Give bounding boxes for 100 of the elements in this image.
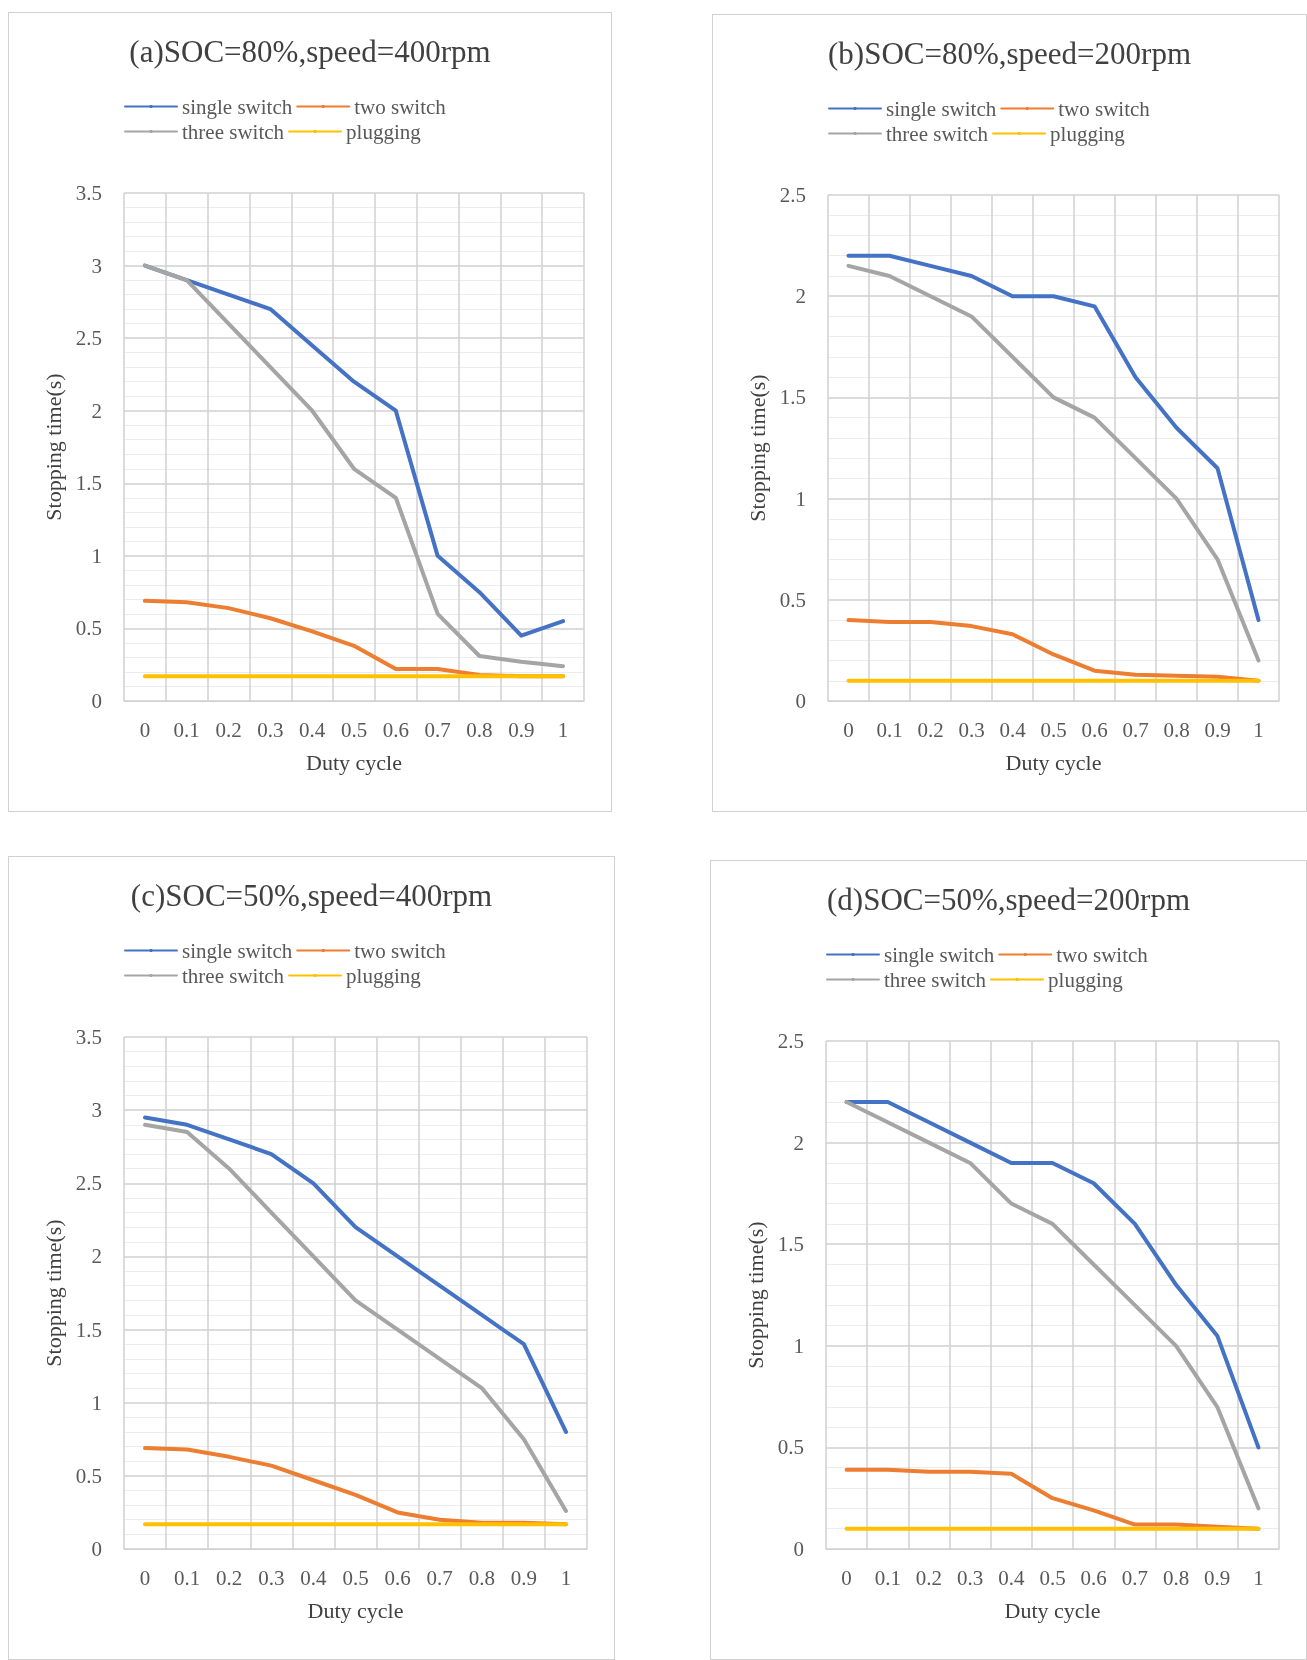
x-tick-label: 1: [560, 1565, 572, 1590]
chart-title: (d)SOC=50%,speed=200rpm: [826, 882, 1191, 917]
y-tick-label: 0.5: [777, 1435, 804, 1460]
x-tick-label: 0: [139, 717, 151, 742]
legend-label: three switch: [182, 119, 285, 144]
legend-label: two switch: [354, 94, 447, 119]
x-tick-label: 1: [1253, 1565, 1264, 1590]
x-tick-label: 1: [1253, 717, 1264, 742]
y-tick-label: 1: [91, 543, 102, 568]
x-tick-label: 0.7: [426, 1565, 453, 1590]
x-tick-label: 0.1: [876, 717, 903, 742]
x-tick-label: 0.9: [1204, 1565, 1231, 1590]
y-tick-label: 0.5: [75, 1463, 102, 1488]
x-tick-label: 0.3: [258, 1565, 285, 1590]
y-axis-title: Stopping time(s): [743, 1221, 769, 1369]
line-series: [143, 1122, 568, 1513]
y-axis-title: Stopping time(s): [41, 1219, 67, 1367]
legend-label: three switch: [884, 967, 987, 992]
y-tick-label: 2: [793, 1130, 804, 1155]
x-tick-label: 0.2: [917, 717, 944, 742]
x-tick-label: 0.5: [342, 1565, 369, 1590]
x-tick-label: 0.1: [174, 1565, 201, 1590]
y-tick-label: 1.5: [777, 1232, 804, 1257]
x-tick-label: 0.5: [1040, 717, 1067, 742]
x-tick-label: 0.6: [382, 717, 409, 742]
legend-label: three switch: [182, 963, 285, 988]
y-tick-label: 2: [91, 398, 102, 423]
x-tick-label: 0.6: [1081, 717, 1108, 742]
x-tick-label: 0.3: [958, 717, 985, 742]
y-tick-label: 2: [91, 1244, 102, 1269]
chart-title: (b)SOC=80%,speed=200rpm: [827, 36, 1192, 71]
legend-label: plugging: [1050, 121, 1126, 146]
legend-label: single switch: [886, 96, 997, 121]
x-tick-label: 0.4: [998, 1565, 1025, 1590]
x-tick-label: 0.4: [299, 717, 326, 742]
x-tick-label: 0.3: [257, 717, 284, 742]
x-tick-label: 0: [843, 717, 854, 742]
y-tick-label: 2.5: [75, 1171, 102, 1196]
y-tick-label: 0: [793, 1537, 804, 1561]
y-tick-label: 0: [795, 689, 806, 713]
legend-label: plugging: [1048, 967, 1124, 992]
y-tick-label: 1: [793, 1333, 804, 1358]
y-tick-label: 0: [91, 1537, 102, 1561]
x-tick-label: 0: [139, 1565, 151, 1590]
legend-label: three switch: [886, 121, 989, 146]
x-tick-label: 0.8: [468, 1565, 495, 1590]
x-tick-label: 0.3: [957, 1565, 984, 1590]
x-tick-label: 0.8: [466, 717, 493, 742]
x-tick-label: 0.9: [1204, 717, 1231, 742]
y-tick-label: 1.5: [779, 385, 806, 410]
y-tick-label: 2.5: [779, 183, 806, 207]
legend-label: plugging: [346, 963, 422, 988]
line-series: [143, 1115, 568, 1434]
x-tick-label: 0.9: [510, 1565, 537, 1590]
x-tick-label: 0.5: [340, 717, 368, 742]
x-tick-label: 0.7: [1122, 717, 1149, 742]
y-axis-title: Stopping time(s): [745, 374, 771, 522]
y-tick-label: 1.5: [75, 1317, 102, 1342]
legend-label: single switch: [884, 942, 995, 967]
y-tick-label: 1: [795, 486, 806, 511]
x-axis-title: Duty cycle: [1004, 1597, 1101, 1623]
x-axis-title: Duty cycle: [306, 749, 402, 775]
x-tick-label: 0.9: [508, 717, 535, 742]
x-axis-title: Duty cycle: [1005, 749, 1102, 775]
x-tick-label: 0.1: [874, 1565, 901, 1590]
y-tick-label: 2.5: [777, 1029, 804, 1053]
y-tick-label: 2.5: [75, 326, 102, 351]
x-tick-label: 0.2: [915, 1565, 943, 1590]
y-tick-label: 0.5: [779, 587, 806, 612]
y-tick-label: 3.5: [75, 1025, 102, 1049]
x-tick-label: 0.7: [1121, 1565, 1148, 1590]
x-tick-label: 0.6: [384, 1565, 411, 1590]
legend-label: single switch: [182, 94, 293, 119]
y-axis-title: Stopping time(s): [41, 373, 67, 521]
y-tick-label: 0: [91, 689, 102, 713]
x-tick-label: 0.5: [1039, 1565, 1066, 1590]
legend-label: two switch: [354, 938, 447, 963]
y-tick-label: 1.5: [75, 471, 102, 496]
x-tick-label: 0.4: [300, 1565, 328, 1590]
legend-label: two switch: [1056, 942, 1149, 967]
legend-label: two switch: [1058, 96, 1151, 121]
chart-title: (c)SOC=50%,speed=400rpm: [130, 878, 493, 913]
x-tick-label: 0.1: [173, 717, 200, 742]
chart-title: (a)SOC=80%,speed=400rpm: [129, 34, 491, 69]
y-tick-label: 2: [795, 284, 806, 309]
x-tick-label: 0.4: [999, 717, 1027, 742]
x-axis-title: Duty cycle: [307, 1597, 404, 1623]
x-tick-label: 0.7: [424, 717, 451, 742]
x-tick-label: 0.8: [1162, 1565, 1190, 1590]
x-tick-label: 1: [557, 717, 569, 742]
x-tick-label: 0.2: [216, 1565, 243, 1590]
legend-label: single switch: [182, 938, 293, 963]
x-tick-label: 0.6: [1080, 1565, 1107, 1590]
x-tick-label: 0.8: [1163, 717, 1190, 742]
x-tick-label: 0.2: [215, 717, 242, 742]
y-tick-label: 0.5: [75, 616, 102, 641]
y-tick-label: 3.5: [75, 181, 102, 205]
legend-label: plugging: [346, 119, 422, 144]
y-tick-label: 3: [91, 1098, 102, 1123]
y-tick-label: 3: [91, 253, 102, 278]
